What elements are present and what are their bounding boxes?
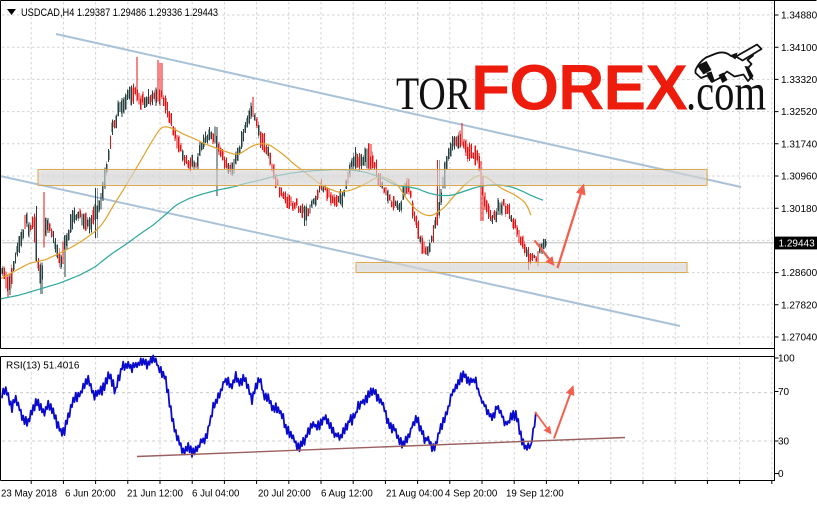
- svg-text:RSI(13) 51.4016: RSI(13) 51.4016: [6, 361, 80, 372]
- svg-text:6 Jul 04:00: 6 Jul 04:00: [192, 489, 240, 500]
- svg-text:1.33320: 1.33320: [781, 75, 817, 86]
- svg-text:TOR: TOR: [396, 68, 472, 120]
- svg-text:20 Jul 20:00: 20 Jul 20:00: [258, 489, 311, 500]
- svg-text:1.27820: 1.27820: [781, 300, 817, 311]
- svg-text:6 Aug 12:00: 6 Aug 12:00: [321, 489, 373, 500]
- svg-text:1.34100: 1.34100: [781, 43, 817, 54]
- svg-text:1.30180: 1.30180: [781, 204, 817, 215]
- svg-text:0: 0: [778, 469, 784, 480]
- svg-text:19 Sep 12:00: 19 Sep 12:00: [506, 489, 564, 500]
- svg-text:30: 30: [778, 437, 790, 448]
- svg-text:21 Aug 04:00: 21 Aug 04:00: [386, 489, 444, 500]
- svg-text:70: 70: [778, 387, 790, 398]
- svg-text:FOREX: FOREX: [471, 52, 688, 124]
- svg-text:1.30960: 1.30960: [781, 172, 817, 183]
- svg-text:1.28600: 1.28600: [781, 268, 817, 279]
- svg-text:1.31740: 1.31740: [781, 139, 817, 150]
- svg-text:1.27040: 1.27040: [781, 333, 817, 344]
- svg-text:6 Jun 20:00: 6 Jun 20:00: [65, 489, 116, 500]
- svg-text:1.34880: 1.34880: [781, 11, 817, 22]
- svg-text:USDCAD,H4 1.29387 1.29486 1.2: USDCAD,H4 1.29387 1.29486 1.29336 1.2944…: [21, 7, 218, 19]
- svg-text:100: 100: [778, 354, 795, 365]
- svg-text:1.32520: 1.32520: [781, 107, 817, 118]
- svg-text:23 May 2018: 23 May 2018: [1, 489, 57, 500]
- svg-text:21 Jun 12:00: 21 Jun 12:00: [127, 489, 184, 500]
- svg-text:4 Sep 20:00: 4 Sep 20:00: [445, 489, 498, 500]
- svg-text:1.29443: 1.29443: [779, 239, 816, 250]
